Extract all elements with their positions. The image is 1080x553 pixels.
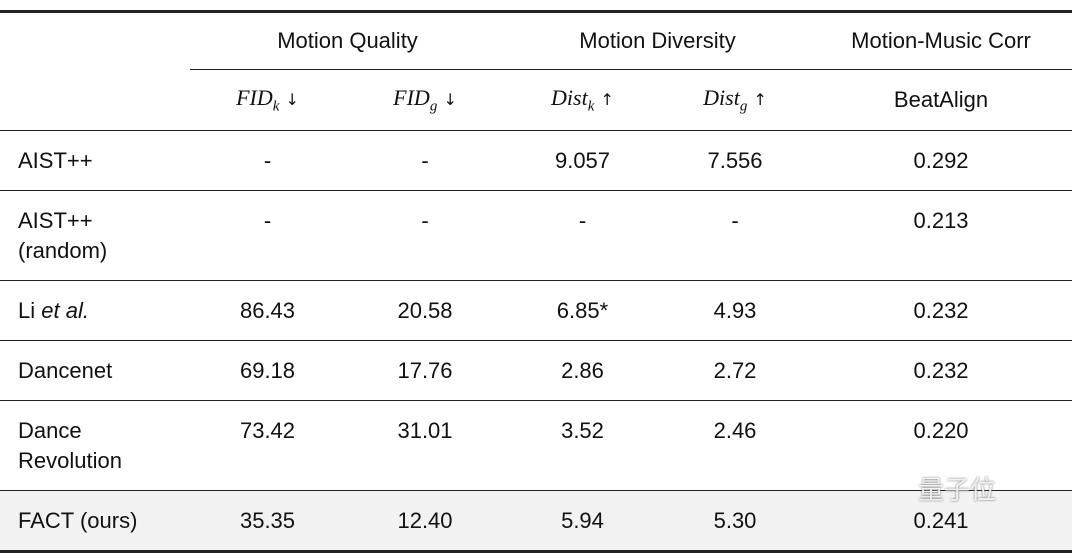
label-line: Dance	[18, 418, 82, 443]
corner	[0, 12, 190, 70]
cell: 6.85*	[556, 298, 609, 323]
page: Motion Quality Motion Diversity Motion-Mus…	[0, 11, 1073, 552]
cell: 4.93	[713, 298, 757, 323]
row-label: Dance Revolution	[0, 401, 190, 491]
cell: 0.241	[913, 508, 969, 533]
label-line: AIST++	[18, 148, 93, 173]
cell: -	[421, 148, 429, 173]
table-row: Dancenet 69.18 17.76 2.86 2.72 0.232	[0, 341, 1073, 401]
column-header: Distg ↑	[660, 69, 811, 131]
math-sub: g	[739, 98, 748, 115]
group-header: Motion-Music Corr	[810, 11, 1073, 70]
cell: 31.01	[397, 418, 453, 443]
cell: -	[578, 208, 587, 233]
header-text: BeatAlign	[893, 87, 989, 112]
cell: 0.220	[913, 418, 969, 443]
math-label: FIDg	[393, 84, 437, 114]
cell: 69.18	[239, 358, 296, 383]
row-label: AIST++ (random)	[0, 191, 190, 281]
math-label: FIDk	[236, 84, 279, 114]
column-header-row: FIDk ↓ FIDg ↓ Distk ↑ Distg ↑ BeatAlign	[0, 69, 1073, 131]
row-label: AIST++	[0, 131, 190, 191]
results-table: Motion Quality Motion Diversity Motion-Mus…	[0, 10, 1073, 553]
cell: 3.52	[561, 418, 604, 443]
cell: 20.58	[397, 298, 453, 323]
column-header: FIDk ↓	[190, 69, 345, 131]
math-main: Dist	[551, 84, 588, 110]
corner	[0, 69, 190, 131]
arrow: ↓	[443, 89, 457, 109]
group-header: Motion Quality	[190, 11, 505, 70]
cell: 9.057	[554, 148, 611, 173]
label-line: Li	[18, 298, 36, 323]
cell: 17.76	[397, 358, 453, 383]
math-sub: k	[587, 98, 595, 115]
row-label: FACT (ours)	[0, 491, 190, 552]
cell: 86.43	[239, 298, 296, 323]
row-label: Li et al.	[0, 281, 190, 341]
group-header-row: Motion Quality Motion Diversity Motion-Mus…	[0, 11, 1073, 70]
cell: 7.556	[707, 148, 763, 173]
cell: 73.42	[239, 418, 296, 443]
math-sub: g	[429, 98, 438, 115]
cell: 0.213	[913, 208, 969, 233]
cell: 0.232	[913, 358, 969, 383]
cell: 35.35	[239, 508, 296, 533]
cell: 2.86	[561, 358, 604, 383]
cell: -	[421, 208, 429, 233]
watermark: 量子位	[918, 476, 997, 506]
cell: -	[731, 208, 739, 233]
arrow: ↓	[285, 89, 299, 109]
row-label: Dancenet	[0, 341, 190, 401]
label-line: Revolution	[18, 448, 122, 473]
math-label: Distk	[551, 84, 594, 114]
math-main: Dist	[703, 84, 740, 110]
arrow: ↑	[600, 89, 614, 109]
column-header: FIDg ↓	[345, 69, 505, 131]
table-row: FACT (ours) 35.35 12.40 5.94 5.30 0.241	[0, 490, 1073, 552]
math-label: Distg	[703, 84, 747, 114]
label-line: FACT (ours)	[18, 508, 138, 533]
table-row: Li et al. 86.43 20.58 6.85* 4.93 0.232	[0, 281, 1073, 341]
label-line: (random)	[18, 238, 108, 263]
cell: 5.94	[561, 508, 604, 533]
column-header: BeatAlign	[810, 69, 1073, 131]
label-line: Dancenet	[18, 358, 113, 383]
table-body: AIST++ - - 9.057 7.556 0.292 AIST++ (random) - - -…	[0, 131, 1073, 552]
table-row: Dance Revolution 73.42 31.01 3.52 2.46 0.220	[0, 401, 1073, 491]
cell: 5.30	[713, 508, 757, 533]
group-header: Motion Diversity	[505, 11, 811, 70]
label-line: AIST++	[18, 208, 93, 233]
arrow: ↑	[753, 89, 767, 109]
cell: 2.72	[713, 358, 757, 383]
table-row: AIST++ - - 9.057 7.556 0.292	[0, 131, 1073, 191]
cell: -	[263, 148, 272, 173]
column-header: Distk ↑	[505, 69, 660, 131]
math-main: FID	[236, 84, 273, 110]
cell: 12.40	[397, 508, 453, 533]
cell: -	[263, 208, 272, 233]
math-sub: k	[272, 98, 280, 115]
math-main: FID	[393, 84, 430, 110]
cell: 0.232	[913, 298, 969, 323]
table-row: AIST++ (random) - - - - 0.213	[0, 191, 1073, 281]
cell: 2.46	[713, 418, 757, 443]
label-italic: et al.	[41, 298, 89, 323]
cell: 0.292	[913, 148, 969, 173]
